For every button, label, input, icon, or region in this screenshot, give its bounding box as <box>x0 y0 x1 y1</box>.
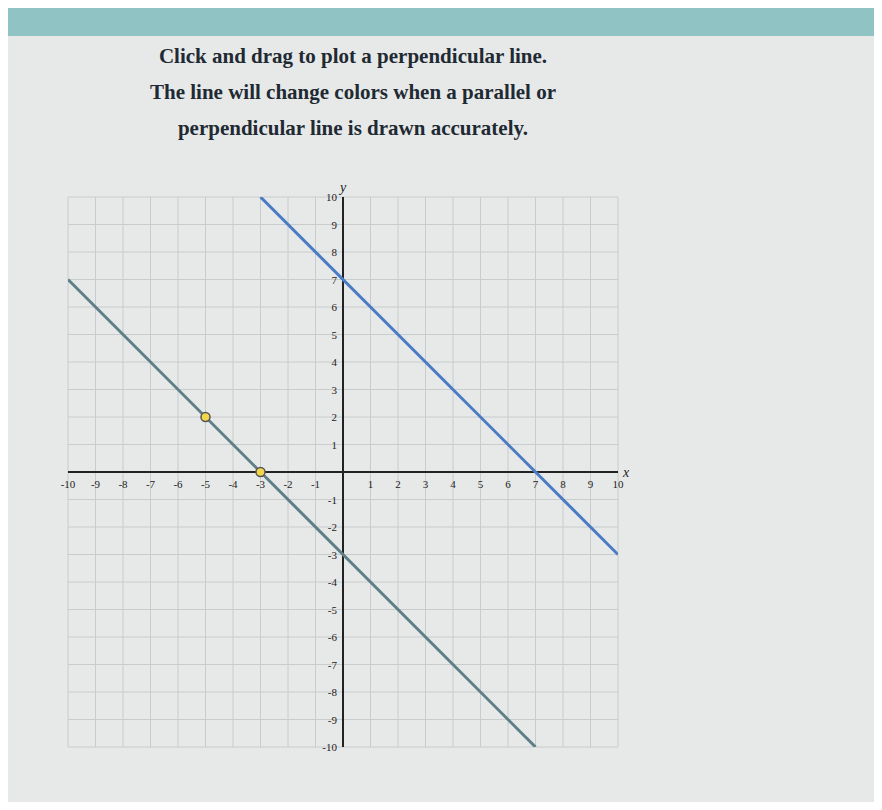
svg-text:6: 6 <box>332 301 338 313</box>
svg-text:3: 3 <box>332 384 338 396</box>
svg-text:-8: -8 <box>328 686 338 698</box>
svg-text:10: 10 <box>326 191 338 203</box>
svg-text:9: 9 <box>588 478 594 490</box>
svg-text:5: 5 <box>332 329 338 341</box>
html-text:The line will change colors wh: The line will change colors when a paral… <box>150 80 556 140</box>
svg-text:5: 5 <box>478 478 484 490</box>
svg-text:-9: -9 <box>328 714 338 726</box>
svg-text:-7: -7 <box>146 478 156 490</box>
svg-text:y: y <box>338 180 347 195</box>
svg-text:-4: -4 <box>328 576 338 588</box>
svg-text:4: 4 <box>332 356 338 368</box>
svg-text:-9: -9 <box>91 478 101 490</box>
svg-text:-1: -1 <box>311 478 320 490</box>
svg-text:-10: -10 <box>322 741 337 753</box>
svg-text:-8: -8 <box>118 478 128 490</box>
svg-text:2: 2 <box>395 478 401 490</box>
svg-text:-2: -2 <box>328 521 337 533</box>
svg-text:-1: -1 <box>328 494 337 506</box>
svg-text:7: 7 <box>332 274 338 286</box>
svg-text:8: 8 <box>332 246 338 258</box>
svg-text:-6: -6 <box>173 478 183 490</box>
svg-text:-5: -5 <box>201 478 211 490</box>
svg-text:8: 8 <box>560 478 566 490</box>
svg-text:-3: -3 <box>256 478 266 490</box>
svg-text:-5: -5 <box>328 604 338 616</box>
svg-text:2: 2 <box>332 411 338 423</box>
svg-text:-4: -4 <box>228 478 238 490</box>
svg-text:3: 3 <box>423 478 429 490</box>
svg-text:4: 4 <box>450 478 456 490</box>
svg-text:1: 1 <box>332 439 338 451</box>
svg-text:10: 10 <box>612 478 624 490</box>
svg-text:7: 7 <box>533 478 539 490</box>
html-text:Click and drag to plot a perpe: Click and drag to plot a perpendicular l… <box>158 44 548 68</box>
svg-text:-6: -6 <box>328 631 338 643</box>
svg-text:9: 9 <box>332 219 338 231</box>
svg-text:-2: -2 <box>283 478 292 490</box>
svg-text:x: x <box>622 465 630 480</box>
svg-text:1: 1 <box>368 478 374 490</box>
svg-text:-7: -7 <box>328 659 338 671</box>
svg-text:6: 6 <box>505 478 511 490</box>
svg-text:-10: -10 <box>61 478 76 490</box>
svg-text:-3: -3 <box>328 549 338 561</box>
